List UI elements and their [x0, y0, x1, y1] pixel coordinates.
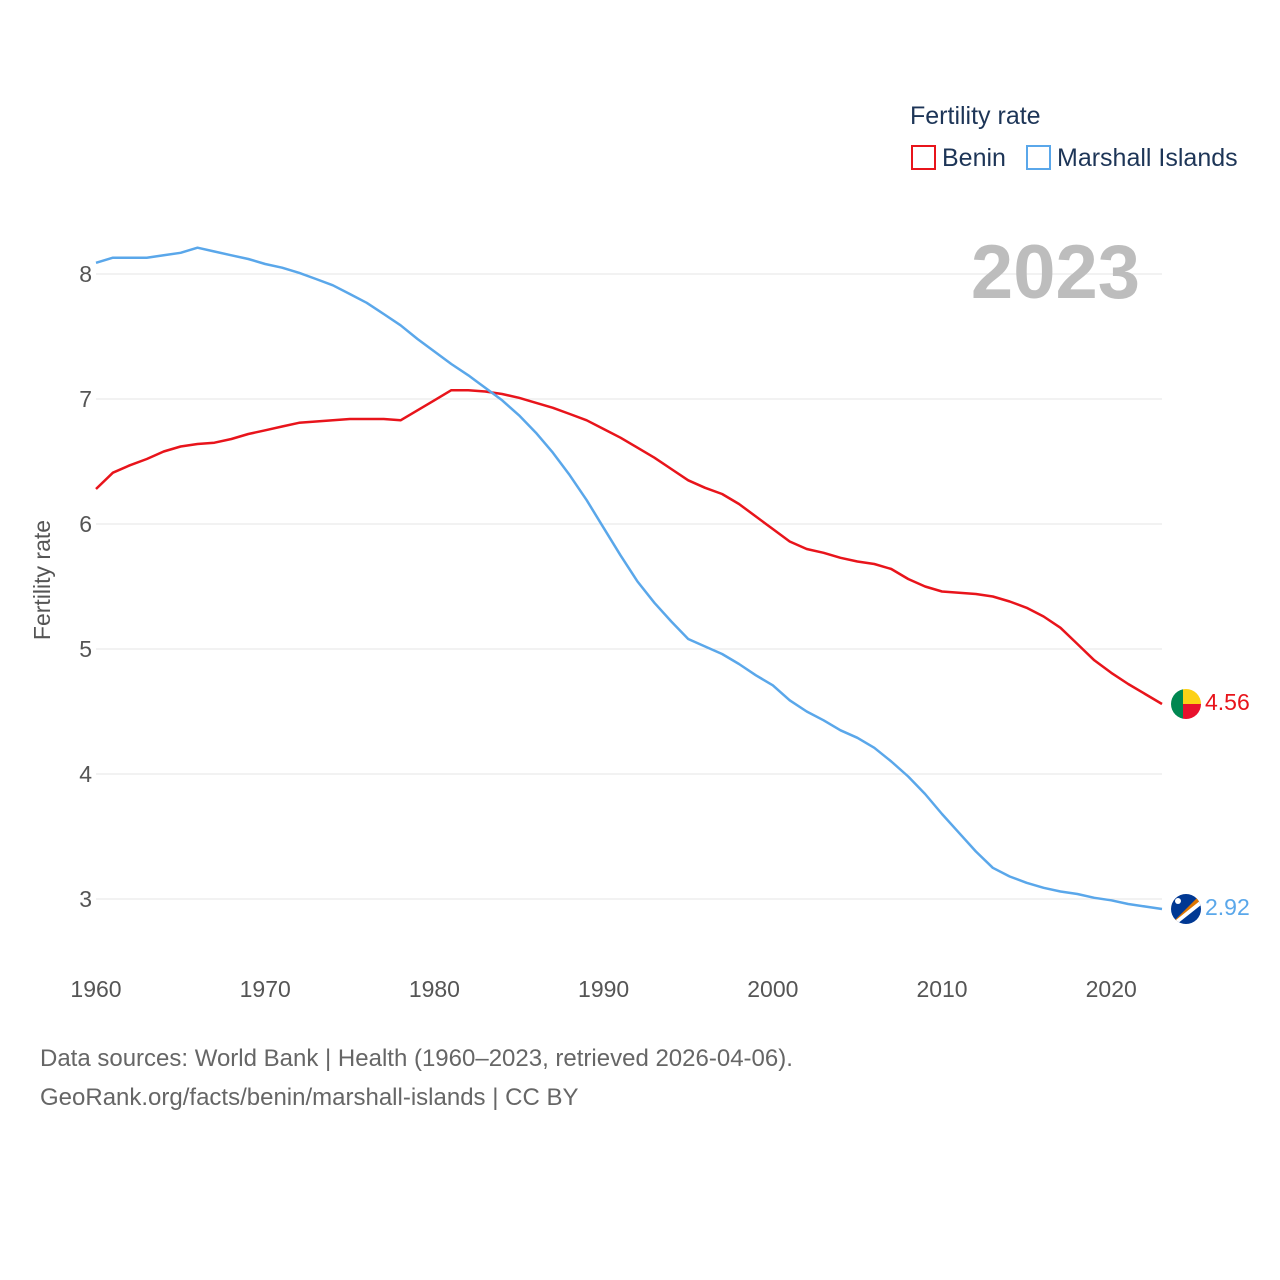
y-axis-title: Fertility rate — [29, 520, 55, 640]
series-lines — [95, 246, 1163, 911]
x-tick-label: 2020 — [1086, 976, 1137, 1002]
fertility-chart: Fertility rate Benin Marshall Islands 20… — [29, 102, 1250, 1002]
x-tick-label: 1990 — [578, 976, 629, 1002]
gridlines — [96, 273, 1162, 900]
year-watermark: 2023 — [971, 230, 1140, 315]
x-tick-label: 1980 — [409, 976, 460, 1002]
x-tick-label: 1960 — [70, 976, 121, 1002]
y-tick-label: 5 — [79, 636, 92, 662]
marshall-islands-end-value: 2.92 — [1205, 894, 1250, 920]
y-tick-label: 6 — [79, 511, 92, 537]
x-tick-label: 2010 — [916, 976, 967, 1002]
legend-swatch-marshall-islands[interactable] — [1026, 145, 1051, 170]
footer-credit: GeoRank.org/facts/benin/marshall-islands… — [40, 1084, 579, 1111]
end-markers — [1171, 689, 1201, 924]
footer-sources: Data sources: World Bank | Health (1960–… — [40, 1045, 793, 1072]
marshall-islands-flag-icon — [1171, 894, 1201, 924]
benin-flag-icon — [1171, 689, 1201, 719]
legend: Fertility rate Benin Marshall Islands — [910, 102, 1238, 172]
legend-label-marshall-islands[interactable]: Marshall Islands — [1057, 144, 1238, 172]
y-axis-ticks: 3 4 5 6 7 8 — [79, 261, 92, 912]
x-tick-label: 1970 — [240, 976, 291, 1002]
y-tick-label: 8 — [79, 261, 92, 287]
legend-title: Fertility rate — [910, 102, 1041, 130]
benin-end-value: 4.56 — [1205, 689, 1250, 715]
legend-label-benin[interactable]: Benin — [942, 144, 1006, 172]
y-tick-label: 3 — [79, 886, 92, 912]
x-axis-ticks: 1960 1970 1980 1990 2000 2010 2020 — [70, 976, 1136, 1002]
y-tick-label: 4 — [79, 761, 92, 787]
y-tick-label: 7 — [79, 386, 92, 412]
series-line-benin[interactable] — [95, 388, 1163, 706]
series-line-marshall-islands[interactable] — [95, 246, 1163, 911]
legend-swatch-benin[interactable] — [911, 145, 936, 170]
x-tick-label: 2000 — [747, 976, 798, 1002]
